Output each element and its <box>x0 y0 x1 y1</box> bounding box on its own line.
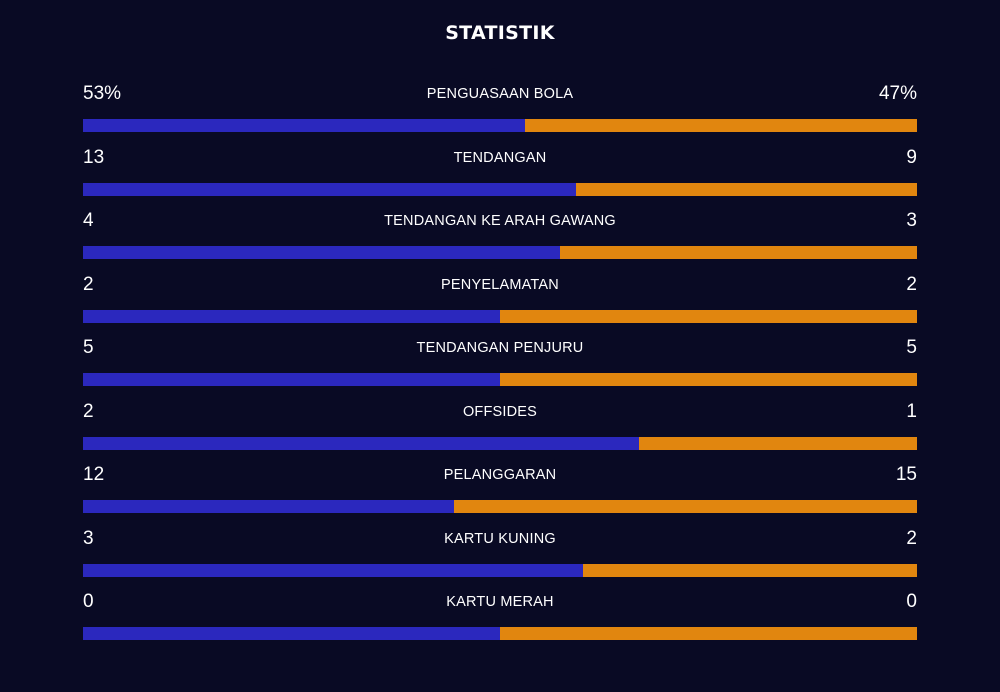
home-bar <box>83 182 576 196</box>
comparison-bar <box>83 119 917 132</box>
stat-label: TENDANGAN <box>453 149 547 166</box>
stat-label: TENDANGAN KE ARAH GAWANG <box>384 213 616 229</box>
home-bar <box>83 309 500 323</box>
stat-row-corners: 5 TENDANGAN PENJURU 5 <box>83 334 917 398</box>
home-value: 2 <box>83 273 94 295</box>
stat-row-yellow-cards: 3 KARTU KUNING 2 <box>83 525 917 589</box>
away-bar <box>500 627 917 640</box>
away-value: 1 <box>906 400 917 422</box>
home-value: 4 <box>83 210 94 231</box>
stat-row-saves: 2 PENYELAMATAN 2 <box>83 271 917 335</box>
stat-label: KARTU MERAH <box>446 594 554 610</box>
home-value: 53% <box>83 83 122 104</box>
comparison-bar <box>83 182 917 196</box>
comparison-bar <box>83 246 917 259</box>
away-value: 3 <box>906 210 917 231</box>
away-bar <box>575 182 917 196</box>
away-bar <box>500 309 917 323</box>
stat-row-offsides: 2 OFFSIDES 1 <box>83 398 917 462</box>
comparison-bar <box>83 563 917 577</box>
home-bar <box>83 246 560 259</box>
away-bar <box>525 119 917 132</box>
stat-row-possession: 53% PENGUASAAN BOLA 47% <box>83 80 917 144</box>
away-value: 15 <box>895 464 917 485</box>
comparison-bar <box>83 500 917 513</box>
stat-row-shots: 13 TENDANGAN 9 <box>83 144 917 208</box>
home-value: 2 <box>83 400 94 422</box>
home-value: 3 <box>83 527 94 549</box>
away-bar <box>559 246 917 259</box>
home-bar <box>83 500 454 513</box>
home-value: 13 <box>83 146 105 168</box>
stat-row-shots-on-target: 4 TENDANGAN KE ARAH GAWANG 3 <box>83 207 917 271</box>
home-value: 5 <box>83 337 94 358</box>
stat-label: PENYELAMATAN <box>441 276 559 293</box>
stat-label: OFFSIDES <box>462 403 538 420</box>
away-bar <box>500 373 917 386</box>
away-bar <box>583 563 917 577</box>
home-value: 0 <box>83 591 94 612</box>
stats-list: 53% PENGUASAAN BOLA 47% 13 TENDANGAN 9 4… <box>83 80 917 652</box>
home-bar <box>83 436 639 450</box>
away-value: 5 <box>906 337 917 358</box>
away-bar <box>453 500 917 513</box>
home-bar <box>83 627 500 640</box>
away-value: 2 <box>906 273 917 295</box>
stat-row-fouls: 12 PELANGGARAN 15 <box>83 461 917 525</box>
away-value: 2 <box>906 527 917 549</box>
stat-label: PELANGGARAN <box>443 467 557 483</box>
stats-title: STATISTIK <box>445 22 555 44</box>
comparison-bar <box>83 309 917 323</box>
comparison-bar <box>83 627 917 640</box>
away-value: 0 <box>906 591 917 612</box>
comparison-bar <box>83 436 917 450</box>
stat-label: PENGUASAAN BOLA <box>426 86 574 102</box>
stat-label: KARTU KUNING <box>444 530 556 547</box>
away-value: 47% <box>878 83 917 104</box>
home-bar <box>83 563 584 577</box>
stat-label: TENDANGAN PENJURU <box>416 340 584 356</box>
away-bar <box>638 436 917 450</box>
home-bar <box>83 119 526 132</box>
away-value: 9 <box>906 146 917 168</box>
comparison-bar <box>83 373 917 386</box>
home-bar <box>83 373 500 386</box>
stat-row-red-cards: 0 KARTU MERAH 0 <box>83 588 917 652</box>
home-value: 12 <box>83 464 105 485</box>
